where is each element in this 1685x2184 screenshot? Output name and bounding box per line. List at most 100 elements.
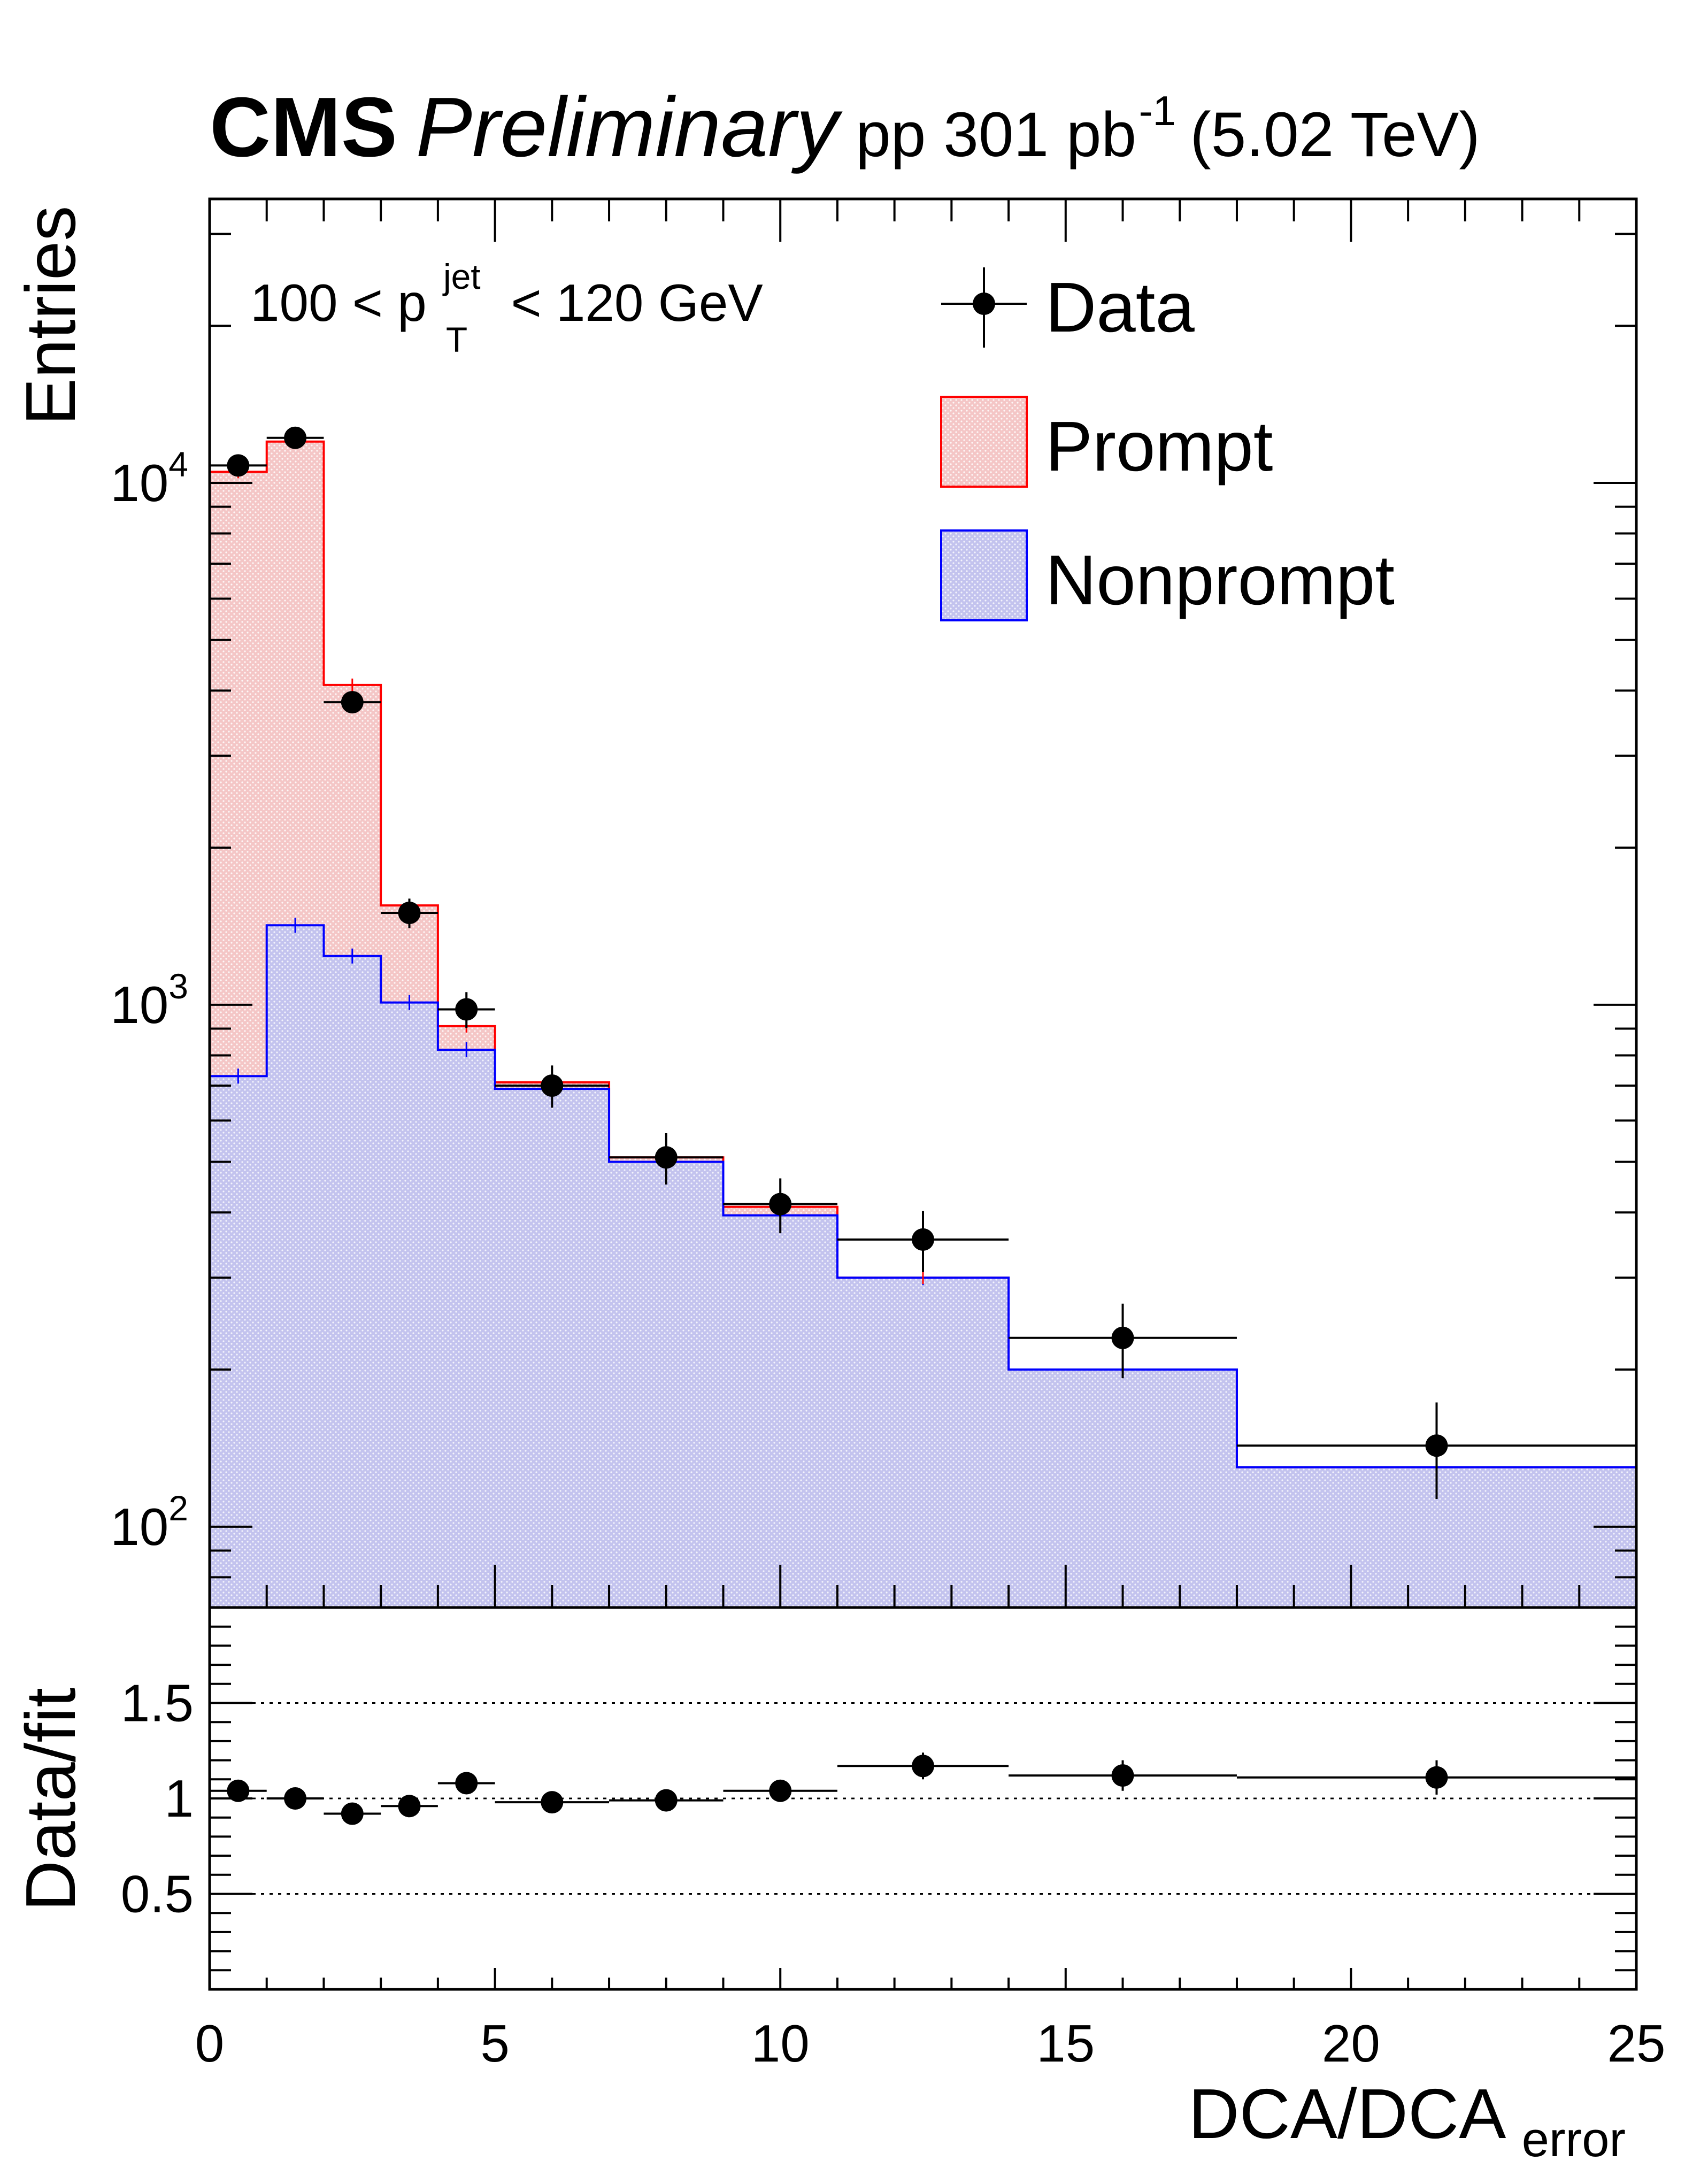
data-point <box>1236 1402 1636 1499</box>
legend-data-marker <box>973 293 995 315</box>
annotation-suffix: < 120 GeV <box>511 273 763 332</box>
x-axis-title: DCA/DCA error <box>1188 2074 1626 2167</box>
x-axis-title-main: DCA/DCA <box>1188 2074 1506 2153</box>
ratio-marker <box>769 1779 792 1802</box>
data-marker <box>1111 1326 1134 1349</box>
ratio-point <box>1236 1760 1636 1795</box>
x-tick-label: 5 <box>480 2014 510 2073</box>
ratio-point <box>1009 1760 1237 1791</box>
data-marker <box>284 426 307 449</box>
legend-entry-data: Data <box>941 267 1195 348</box>
stack-fills <box>210 441 1636 1608</box>
experiment-label: CMS <box>210 80 397 174</box>
ratio-y-tick-label: 0.5 <box>121 1865 194 1924</box>
ratio-reference-lines <box>210 1702 1636 1895</box>
main-y-axis-title: Entries <box>11 206 90 426</box>
annotation-sub: T <box>446 320 467 359</box>
x-axis-title-sub: error <box>1522 2112 1626 2167</box>
ratio-marker <box>655 1789 678 1812</box>
ratio-marker <box>1425 1766 1448 1789</box>
data-marker <box>398 902 421 925</box>
ratio-point <box>324 1802 381 1825</box>
legend-data-label: Data <box>1045 268 1195 347</box>
ratio-point <box>381 1795 438 1818</box>
data-point <box>381 898 438 928</box>
ratio-point <box>609 1789 724 1812</box>
main-y-tick-label: 103 <box>110 966 188 1034</box>
data-marker <box>655 1146 678 1169</box>
ratio-point <box>495 1791 610 1814</box>
main-y-tick-label: 104 <box>110 444 188 512</box>
data-marker <box>912 1228 934 1251</box>
legend: Data Prompt Nonprompt <box>940 267 1395 621</box>
data-marker <box>769 1193 792 1216</box>
ratio-panel: 0.5 1 1.5 0 5 10 15 20 25 Data/fit DCA/DCA erro… <box>11 1606 1666 2167</box>
legend-prompt-swatch <box>940 396 1028 488</box>
ratio-marker <box>541 1791 564 1814</box>
x-tick-labels: 0 5 10 15 20 25 <box>195 2014 1666 2073</box>
legend-entry-nonprompt: Nonprompt <box>940 529 1395 621</box>
ratio-marker <box>341 1802 364 1825</box>
x-tick-label: 25 <box>1607 2014 1665 2073</box>
lumi-exponent: -1 <box>1139 87 1176 134</box>
ratio-y-tick-label: 1 <box>164 1769 194 1828</box>
ratio-point <box>723 1779 837 1802</box>
data-point <box>837 1211 1009 1272</box>
data-point <box>609 1133 724 1185</box>
ratio-y-axis-title: Data/fit <box>11 1688 90 1911</box>
pt-range-annotation: 100 < p jet T < 120 GeV <box>250 241 763 363</box>
ratio-frame <box>208 1606 1638 1991</box>
main-y-tick-label: 102 <box>110 1488 188 1556</box>
data-marker <box>227 454 250 477</box>
tick-base: 10 <box>110 975 168 1034</box>
x-tick-label: 15 <box>1036 2014 1095 2073</box>
x-tick-label: 20 <box>1322 2014 1380 2073</box>
ratio-point <box>210 1779 267 1802</box>
ratio-point <box>837 1752 1009 1780</box>
ratio-point <box>266 1787 324 1810</box>
ratio-marker <box>227 1779 250 1802</box>
data-marker <box>455 998 478 1021</box>
nonprompt-fill <box>210 925 1636 1608</box>
x-tick-label: 0 <box>195 2014 225 2073</box>
data-point <box>723 1178 837 1234</box>
ratio-points <box>210 1752 1636 1825</box>
data-point <box>495 1065 610 1108</box>
status-label: Preliminary <box>416 80 843 174</box>
legend-nonprompt-label: Nonprompt <box>1045 541 1395 619</box>
legend-nonprompt-swatch <box>940 529 1028 621</box>
annotation-prefix: 100 < p <box>250 273 427 332</box>
ratio-y-tick-label: 1.5 <box>121 1674 194 1733</box>
svg-text:100 < p jet T: 100 < p jet T < 120 GeV <box>250 241 763 363</box>
data-points <box>210 426 1636 1499</box>
tick-exponent: 4 <box>168 444 188 484</box>
tick-base: 10 <box>110 453 168 512</box>
header: CMS Preliminary pp 301 pb -1 (5.02 TeV) <box>210 80 1480 174</box>
x-tick-label: 10 <box>751 2014 810 2073</box>
data-marker <box>1425 1434 1448 1457</box>
ratio-point <box>437 1772 495 1795</box>
ratio-marker <box>398 1795 421 1818</box>
data-point <box>437 992 495 1028</box>
energy-label: (5.02 TeV) <box>1190 99 1480 170</box>
tick-exponent: 3 <box>168 966 188 1006</box>
data-point <box>324 691 381 714</box>
ratio-marker <box>1111 1764 1134 1787</box>
data-marker <box>541 1074 564 1097</box>
ratio-marker <box>455 1772 478 1795</box>
data-point <box>1009 1303 1237 1379</box>
ratio-y-tick-labels: 0.5 1 1.5 <box>121 1674 194 1924</box>
data-marker <box>341 691 364 714</box>
ratio-marker <box>284 1787 307 1810</box>
lumi-label: pp 301 pb <box>856 99 1136 170</box>
legend-prompt-label: Prompt <box>1045 407 1273 486</box>
ratio-marker <box>912 1755 934 1778</box>
legend-entry-prompt: Prompt <box>940 396 1273 488</box>
tick-base: 10 <box>110 1497 168 1556</box>
data-point <box>266 426 324 449</box>
tick-exponent: 2 <box>168 1488 188 1528</box>
data-point <box>210 454 267 477</box>
